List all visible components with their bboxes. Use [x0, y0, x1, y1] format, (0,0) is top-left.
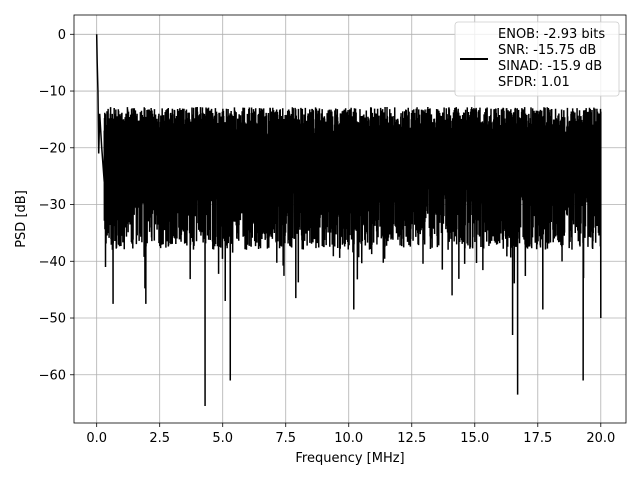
y-tick-label: −60: [39, 368, 66, 383]
legend-box: [454, 21, 620, 97]
x-axis-label: Frequency [MHz]: [295, 451, 404, 466]
legend-snr: SNR: -15.75 dB: [498, 43, 596, 58]
y-tick-label: −50: [39, 312, 66, 327]
y-tick-label: 0: [58, 28, 66, 43]
y-axis-label: PSD [dB]: [14, 190, 29, 248]
axis-ticks: 0.0 2.5 5.0 7.5 10.0 12.5 15.0 17.5 20.0 0 −10 −20 −…: [39, 28, 616, 446]
legend: ENOB: -2.93 bits SNR: -15.75 dB SINAD: -…: [454, 21, 620, 97]
x-tick-label: 12.5: [397, 431, 426, 446]
legend-enob: ENOB: -2.93 bits: [498, 27, 605, 42]
y-tick-label: −20: [39, 141, 66, 156]
legend-sfdr: SFDR: 1.01: [498, 75, 570, 90]
y-tick-label: −10: [39, 85, 66, 100]
x-tick-label: 15.0: [460, 431, 489, 446]
x-tick-label: 17.5: [523, 431, 552, 446]
series-layer: [95, 34, 602, 406]
x-tick-label: 5.0: [212, 431, 233, 446]
x-tick-label: 10.0: [334, 431, 363, 446]
legend-sinad: SINAD: -15.9 dB: [498, 59, 602, 74]
x-tick-label: 2.5: [149, 431, 170, 446]
psd-series-line: [95, 34, 602, 406]
x-tick-label: 7.5: [275, 431, 296, 446]
x-tick-label: 0.0: [86, 431, 107, 446]
x-tick-label: 20.0: [586, 431, 615, 446]
y-tick-label: −40: [39, 255, 66, 270]
plot-frame: [73, 14, 627, 424]
y-tick-label: −30: [39, 198, 66, 213]
